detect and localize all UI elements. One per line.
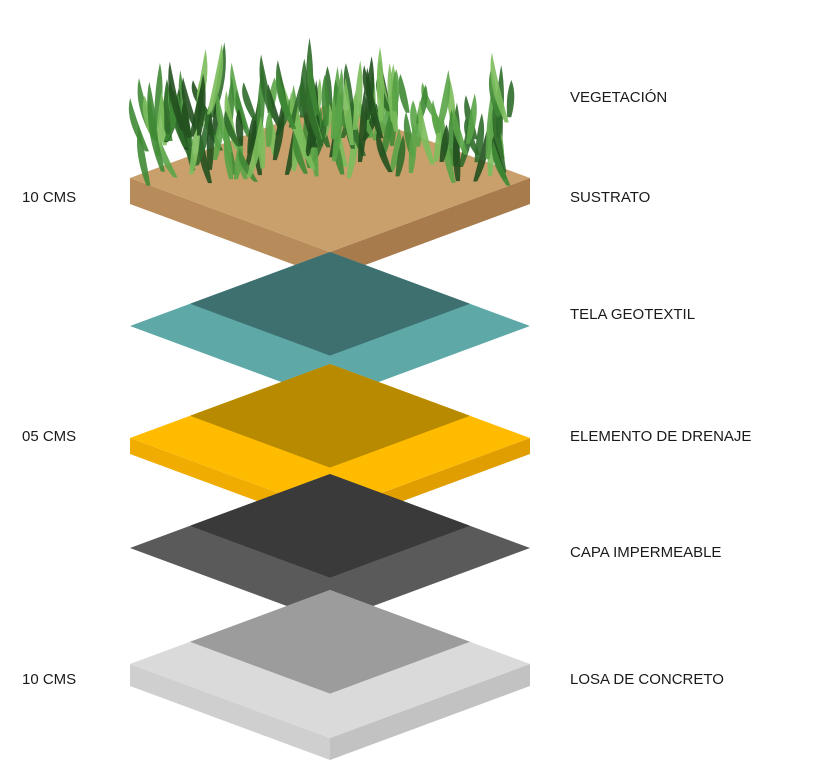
layer-side-right (330, 178, 530, 278)
leaf (439, 124, 449, 162)
leaf (408, 124, 417, 173)
leaf (333, 68, 344, 138)
layer-top-shade (190, 252, 470, 356)
leaf (376, 46, 385, 121)
leaf (452, 108, 469, 155)
leaf (196, 73, 206, 136)
leaf (376, 129, 393, 173)
leaf (136, 124, 151, 186)
thickness-label: 10 CMS (22, 189, 76, 206)
thickness-label: 05 CMS (22, 428, 76, 445)
layer-top-shade (190, 590, 470, 694)
leaf (389, 128, 402, 172)
layer-side-right (330, 664, 530, 760)
leaf (276, 69, 297, 129)
leaf (128, 97, 150, 152)
layer-side-left (130, 178, 330, 278)
leaf (223, 130, 234, 180)
leaf (435, 69, 451, 133)
leaf (395, 135, 406, 177)
leaf (365, 67, 384, 139)
leaf (506, 79, 515, 118)
thickness-label: 10 CMS (22, 671, 76, 688)
leaf (159, 140, 178, 178)
leaf (266, 84, 283, 129)
leaf (431, 99, 451, 157)
layer-label: VEGETACIÓN (570, 89, 667, 106)
leaf (418, 100, 435, 165)
leaf (391, 69, 400, 112)
leaf (235, 89, 252, 137)
leaf (194, 105, 211, 166)
leaf (343, 63, 355, 111)
layer-top-shade (190, 364, 470, 468)
leaf (272, 101, 285, 161)
leaf (473, 131, 489, 182)
leaf (247, 114, 257, 154)
leaf (206, 111, 214, 170)
leaf (265, 110, 273, 147)
layer-side-left (130, 664, 330, 760)
layer-label: LOSA DE CONCRETO (570, 671, 724, 688)
leaf (490, 52, 509, 123)
leaf (380, 114, 392, 157)
vegetation (128, 37, 515, 186)
labels: VEGETACIÓN SUSTRATO 10 CMS TELA GEOTEXTIL EL… (22, 89, 751, 688)
leaf (307, 58, 322, 127)
leaf (297, 116, 316, 170)
leaf (305, 82, 324, 147)
leaf (242, 82, 258, 121)
leaf (299, 58, 308, 118)
leaf (206, 43, 224, 115)
leaf (491, 140, 511, 186)
layer-shapes (130, 104, 530, 760)
layer-label: TELA GEOTEXTIL (570, 306, 695, 323)
layer-label: CAPA IMPERMEABLE (570, 544, 721, 561)
layer-label: SUSTRATO (570, 189, 650, 206)
leaf (352, 60, 363, 130)
leaf (292, 133, 308, 174)
layer-top-shade (190, 474, 470, 578)
leaf (235, 108, 244, 146)
leaf (321, 74, 330, 126)
leaf (474, 113, 485, 163)
leaf (147, 81, 159, 141)
leaf (465, 93, 477, 144)
leaf (168, 61, 185, 131)
layer-label: ELEMENTO DE DRENAJE (570, 428, 751, 445)
leaf (223, 110, 241, 147)
leaf (410, 100, 418, 135)
leaf (246, 115, 263, 178)
leaf (288, 80, 304, 128)
leaf (279, 74, 299, 126)
leaf (176, 94, 197, 166)
leaf (259, 54, 275, 119)
leaf (238, 148, 258, 182)
leaf (343, 77, 355, 146)
leaf (357, 88, 368, 163)
leaf (485, 90, 495, 160)
leaf (398, 73, 410, 113)
